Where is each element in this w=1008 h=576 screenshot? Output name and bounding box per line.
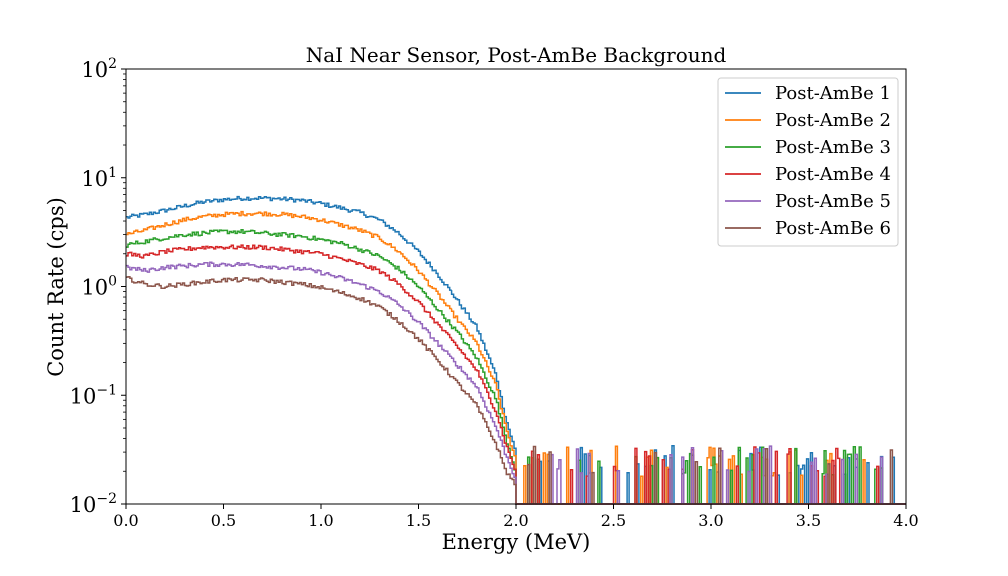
y-tick-label: 100 xyxy=(81,274,117,300)
legend-box xyxy=(717,77,899,247)
x-tick-label: 4.0 xyxy=(893,511,918,530)
x-tick-label: 3.0 xyxy=(698,511,723,530)
x-tick-label: 3.5 xyxy=(796,511,821,530)
series-line-2 xyxy=(126,210,906,505)
chart-title: NaI Near Sensor, Post-AmBe Background xyxy=(306,43,727,67)
y-tick-label: 102 xyxy=(81,56,117,82)
legend-label: Post-AmBe 6 xyxy=(775,218,891,239)
y-tick-label: 10−2 xyxy=(70,491,117,517)
x-tick-label: 2.5 xyxy=(601,511,626,530)
y-axis-label: Count Rate (cps) xyxy=(44,197,68,377)
x-tick-label: 1.5 xyxy=(406,511,431,530)
x-axis: 0.0 0.5 1.0 1.5 2.0 2.5 3.0 3.5 4.0 xyxy=(113,504,919,530)
y-tick-label: 10−1 xyxy=(70,382,117,408)
x-tick-label: 0.5 xyxy=(211,511,236,530)
x-tick-label: 2.0 xyxy=(503,511,528,530)
legend-label: Post-AmBe 4 xyxy=(775,164,891,185)
y-axis: 10−2 10−1 100 101 102 xyxy=(70,56,126,517)
x-tick-label: 1.0 xyxy=(308,511,333,530)
legend-label: Post-AmBe 2 xyxy=(775,110,891,131)
legend-label: Post-AmBe 3 xyxy=(775,137,891,158)
x-axis-label: Energy (MeV) xyxy=(442,530,591,554)
x-tick-label: 0.0 xyxy=(113,511,138,530)
legend-label: Post-AmBe 1 xyxy=(775,83,891,104)
series-line-4 xyxy=(126,244,906,505)
series-line-5 xyxy=(126,261,906,505)
legend-label: Post-AmBe 5 xyxy=(775,191,891,212)
y-tick-label: 101 xyxy=(81,165,117,191)
legend: Post-AmBe 1 Post-AmBe 2 Post-AmBe 3 Post-Am… xyxy=(717,77,899,247)
